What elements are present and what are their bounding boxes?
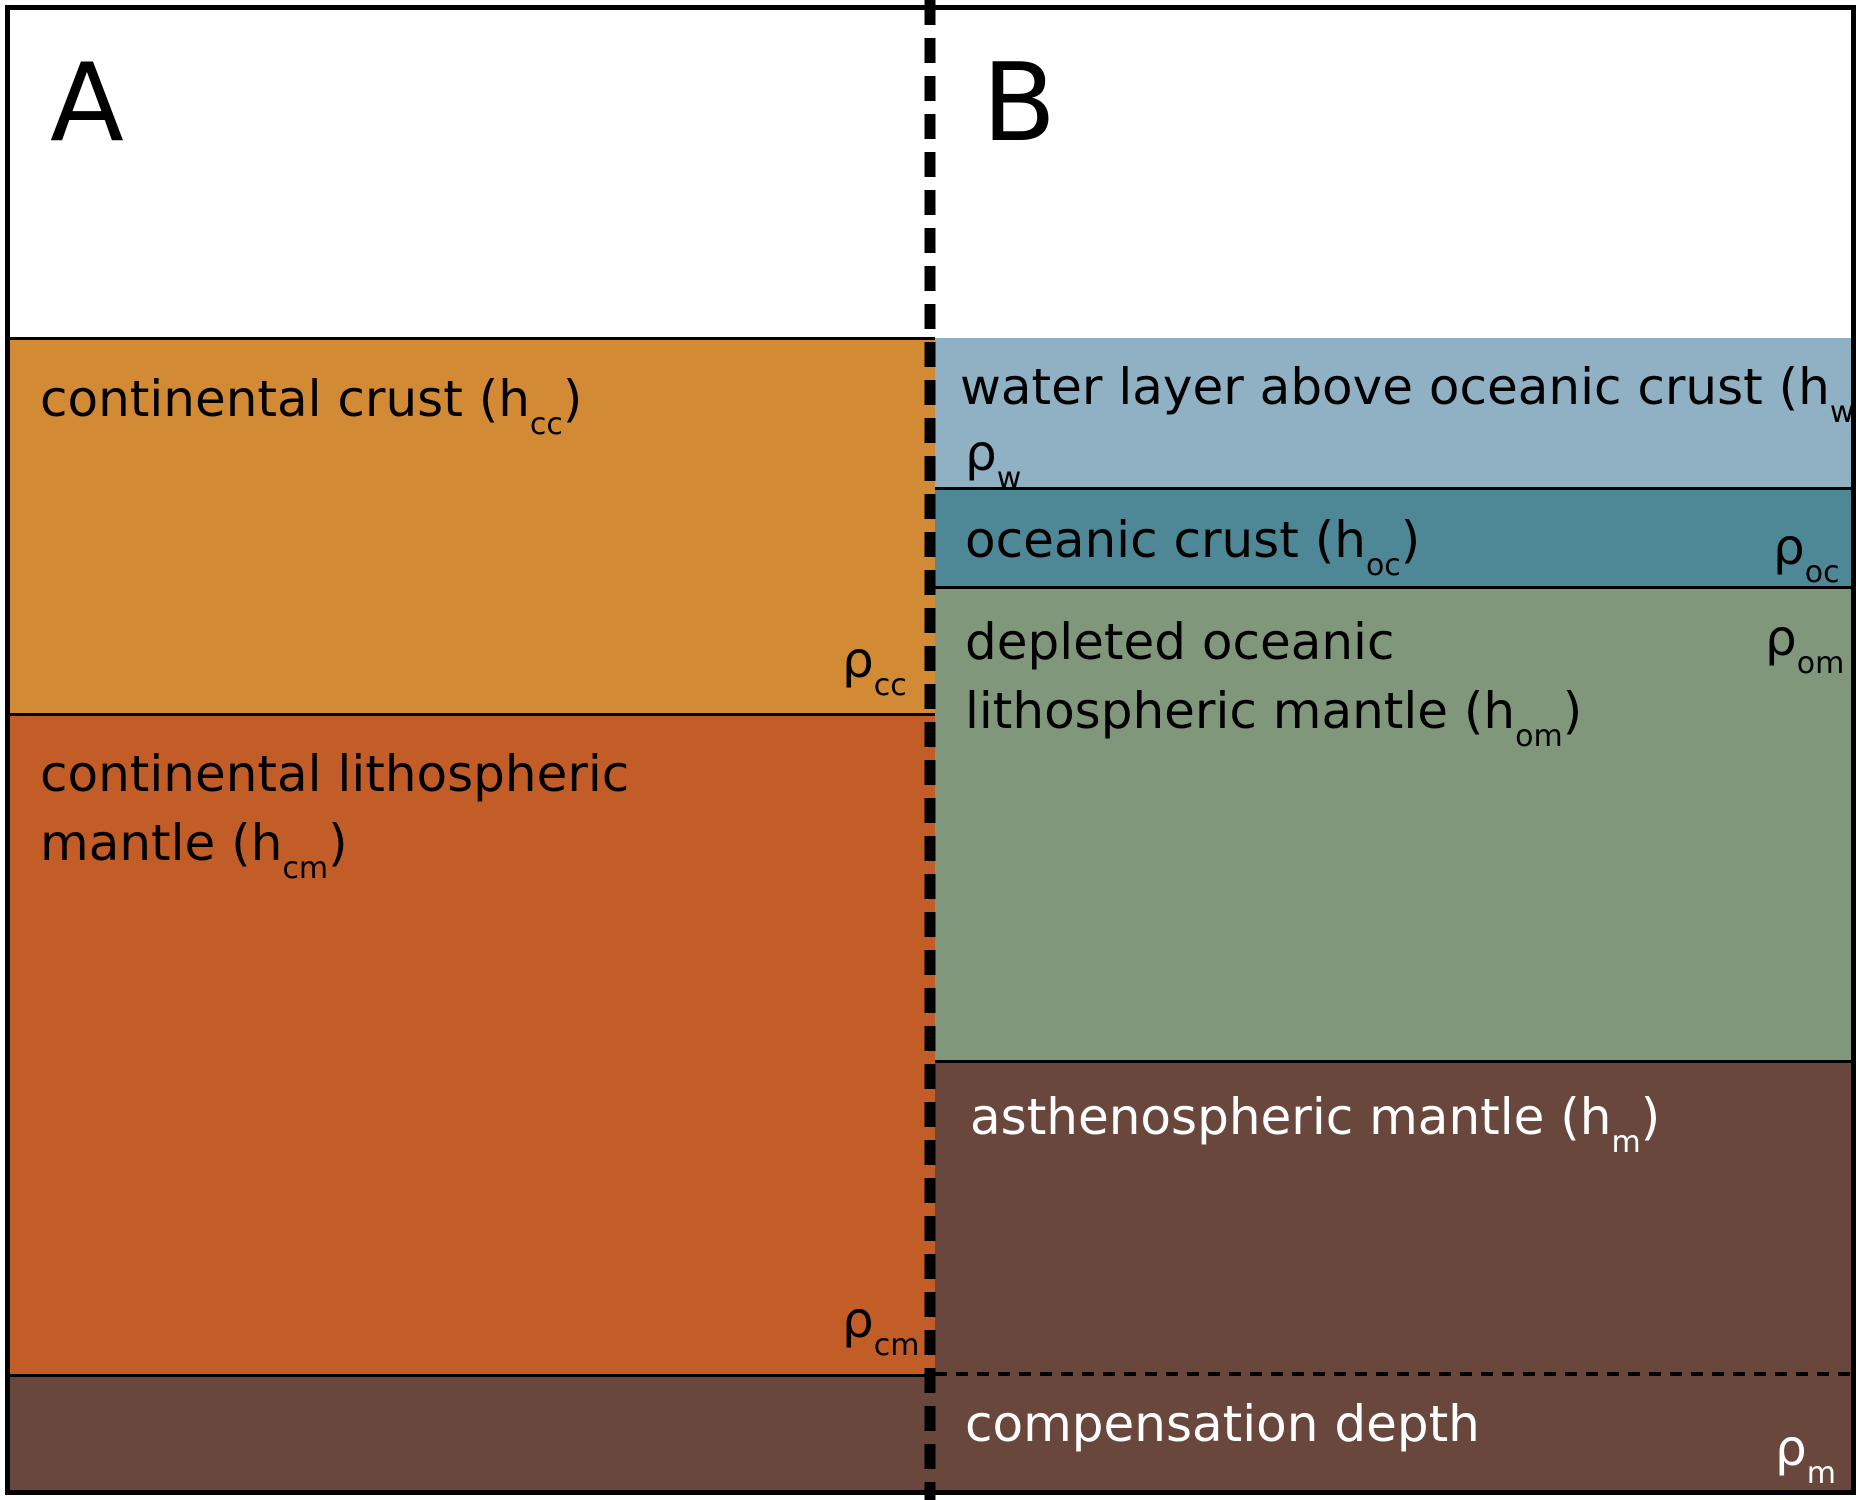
boundary-line <box>935 1060 1851 1063</box>
continental-crust-layer <box>10 338 935 715</box>
oceanic-crust-layer <box>935 488 1851 588</box>
rho-m-label: ρm <box>1775 1419 1836 1491</box>
compensation-depth-line <box>935 1372 1851 1376</box>
water-layer <box>935 338 1851 488</box>
boundary-line <box>935 586 1851 589</box>
rho-om-label: ρom <box>1765 609 1845 681</box>
boundary-line <box>10 337 935 340</box>
asthenosphere-layer <box>935 1062 1851 1490</box>
rho-oc-label: ρoc <box>1773 518 1840 590</box>
panel-b-letter: B <box>982 41 1057 166</box>
diagram-frame: A B continental crust (hcc) ρcc continen… <box>5 5 1856 1495</box>
boundary-line <box>10 713 935 716</box>
boundary-line <box>935 487 1851 490</box>
asthenosphere-label: asthenospheric mantle (hm) <box>970 1088 1661 1160</box>
column-divider <box>924 0 936 1500</box>
continental-mantle-label: continental lithospheric mantle (hcm) <box>40 745 630 886</box>
water-layer-label: water layer above oceanic crust (hw) <box>960 358 1855 430</box>
panel-a-letter: A <box>50 41 124 166</box>
boundary-line <box>10 1374 935 1377</box>
oceanic-mantle-label: depleted oceanic lithospheric mantle (ho… <box>965 613 1583 754</box>
continental-mantle-layer <box>10 715 935 1375</box>
continental-crust-label: continental crust (hcc) <box>40 370 583 442</box>
rho-cm-label: ρcm <box>842 1291 920 1363</box>
oceanic-crust-label: oceanic crust (hoc) <box>965 511 1421 583</box>
oceanic-mantle-layer <box>935 588 1851 1062</box>
rho-w-label: ρw <box>965 424 1022 496</box>
compensation-depth-label: compensation depth <box>965 1395 1480 1453</box>
compensation-layer-a <box>10 1375 935 1490</box>
rho-cc-label: ρcc <box>842 631 907 703</box>
